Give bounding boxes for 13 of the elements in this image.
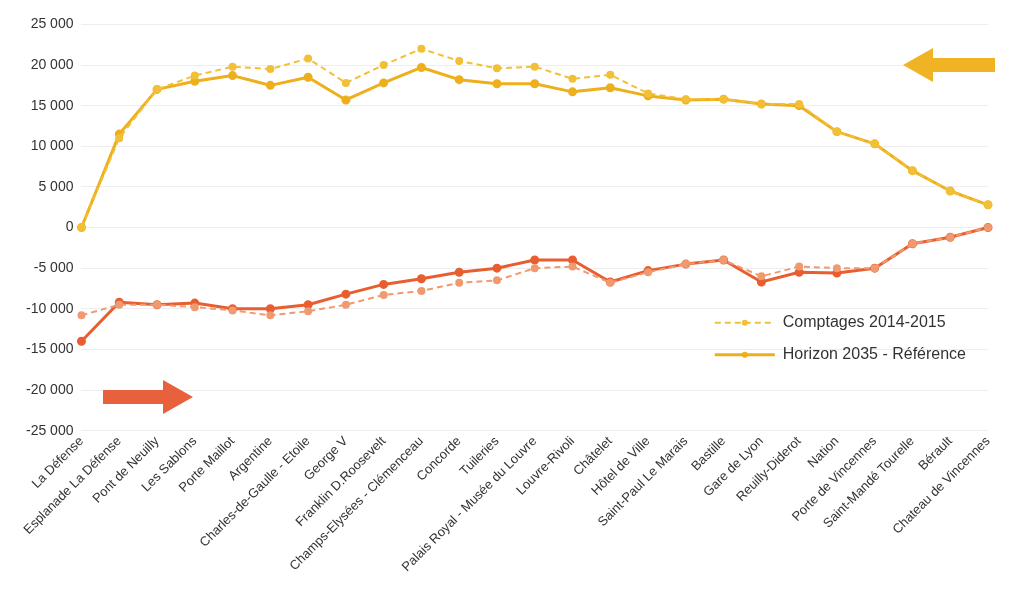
y-tick-label: -15 000 <box>26 340 74 357</box>
y-tick-label: 20 000 <box>30 55 74 72</box>
y-tick-label: -10 000 <box>26 299 74 316</box>
y-tick-label: 15 000 <box>30 96 74 113</box>
legend-label: Horizon 2035 - Référence <box>782 345 967 363</box>
y-tick-label: -20 000 <box>26 380 74 397</box>
y-tick-label: -5 000 <box>33 259 74 276</box>
legend-label: Comptages 2014-2015 <box>782 313 946 331</box>
y-tick-label: -25 000 <box>26 421 74 438</box>
y-tick-label: 10 000 <box>30 137 74 154</box>
y-tick-label: 5 000 <box>38 177 74 194</box>
y-tick-label: 25 000 <box>30 15 74 32</box>
y-tick-label: 0 <box>65 218 74 235</box>
